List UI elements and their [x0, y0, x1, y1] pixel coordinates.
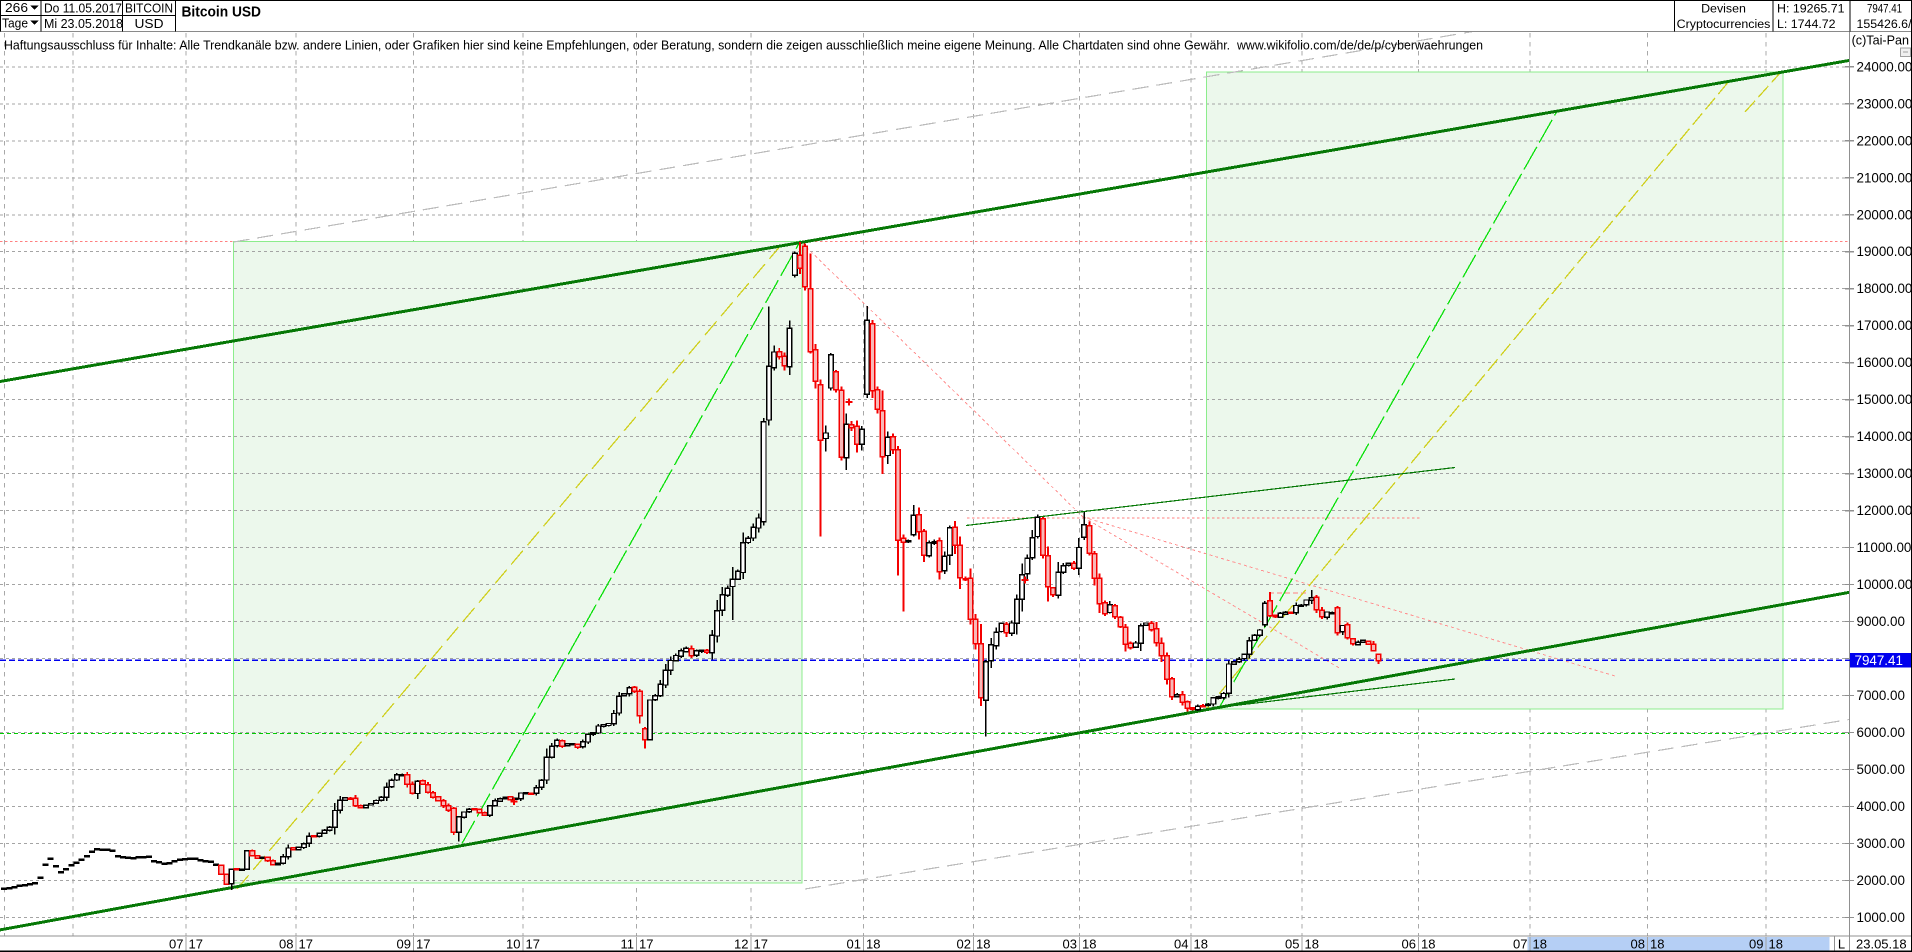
svg-text:L: L [1838, 937, 1845, 952]
svg-text:19000.00: 19000.00 [1857, 244, 1912, 259]
svg-text:7947.41: 7947.41 [1867, 2, 1902, 16]
svg-text:9000.00: 9000.00 [1857, 614, 1905, 629]
svg-text:H: 19265.71: H: 19265.71 [1777, 2, 1845, 16]
svg-text:17: 17 [754, 937, 768, 952]
svg-text:08: 08 [279, 937, 293, 952]
svg-text:USD: USD [135, 17, 164, 31]
svg-text:BITCOIN: BITCOIN [125, 2, 173, 16]
svg-text:18: 18 [976, 937, 990, 952]
svg-text:18: 18 [866, 937, 880, 952]
svg-text:6000.00: 6000.00 [1857, 725, 1905, 740]
svg-text:18000.00: 18000.00 [1857, 281, 1912, 296]
svg-text:13000.00: 13000.00 [1857, 466, 1912, 481]
svg-text:21000.00: 21000.00 [1857, 170, 1912, 185]
svg-text:17: 17 [526, 937, 540, 952]
svg-text:Do 11.05.2017: Do 11.05.2017 [44, 2, 122, 16]
svg-text:09: 09 [397, 937, 411, 952]
svg-text:05: 05 [1285, 937, 1299, 952]
svg-text:Mi 23.05.2018: Mi 23.05.2018 [44, 17, 123, 31]
svg-text:18: 18 [1533, 937, 1547, 952]
svg-text:17: 17 [189, 937, 203, 952]
svg-text:23000.00: 23000.00 [1857, 96, 1912, 111]
svg-text:L: 1744.72: L: 1744.72 [1777, 17, 1836, 31]
svg-text:09: 09 [1749, 937, 1763, 952]
svg-text:08: 08 [1631, 937, 1645, 952]
svg-text:12: 12 [734, 937, 748, 952]
svg-text:Cryptocurrencies: Cryptocurrencies [1677, 17, 1771, 31]
svg-text:23.05.18: 23.05.18 [1856, 937, 1907, 952]
svg-text:Bitcoin USD: Bitcoin USD [182, 4, 262, 21]
svg-text:17: 17 [416, 937, 430, 952]
svg-text:07: 07 [1513, 937, 1527, 952]
svg-text:15000.00: 15000.00 [1857, 392, 1912, 407]
svg-text:5000.00: 5000.00 [1857, 762, 1905, 777]
svg-text:(c)Tai-Pan: (c)Tai-Pan [1852, 34, 1909, 48]
svg-text:24000.00: 24000.00 [1857, 59, 1912, 74]
svg-text:04: 04 [1174, 937, 1188, 952]
svg-text:18: 18 [1769, 937, 1783, 952]
svg-text:155426.6/: 155426.6/ [1857, 17, 1912, 31]
svg-text:2000.00: 2000.00 [1857, 873, 1905, 888]
svg-text:01: 01 [847, 937, 861, 952]
svg-text:22000.00: 22000.00 [1857, 133, 1912, 148]
svg-text:10: 10 [506, 937, 520, 952]
svg-text:07: 07 [169, 937, 183, 952]
svg-text:17: 17 [639, 937, 653, 952]
svg-text:02: 02 [957, 937, 971, 952]
svg-text:11: 11 [621, 937, 635, 952]
svg-text:14000.00: 14000.00 [1857, 429, 1912, 444]
svg-text:18: 18 [1421, 937, 1435, 952]
svg-text:Tage: Tage [2, 16, 28, 31]
svg-text:17: 17 [299, 937, 313, 952]
svg-text:12000.00: 12000.00 [1857, 503, 1912, 518]
svg-text:7947.41: 7947.41 [1855, 653, 1903, 668]
svg-text:1000.00: 1000.00 [1857, 910, 1905, 925]
svg-text:03: 03 [1063, 937, 1077, 952]
svg-text:18: 18 [1082, 937, 1096, 952]
svg-text:3000.00: 3000.00 [1857, 836, 1905, 851]
svg-text:16000.00: 16000.00 [1857, 355, 1912, 370]
svg-text:10000.00: 10000.00 [1857, 577, 1912, 592]
svg-text:18: 18 [1194, 937, 1208, 952]
svg-text:7000.00: 7000.00 [1857, 688, 1905, 703]
svg-text:4000.00: 4000.00 [1857, 799, 1905, 814]
svg-text:18: 18 [1650, 937, 1664, 952]
svg-text:18: 18 [1305, 937, 1319, 952]
svg-text:17000.00: 17000.00 [1857, 318, 1912, 333]
svg-text:06: 06 [1402, 937, 1416, 952]
svg-text:11000.00: 11000.00 [1857, 540, 1912, 555]
svg-text:266: 266 [5, 0, 28, 15]
svg-text:Devisen: Devisen [1701, 2, 1746, 16]
svg-text:20000.00: 20000.00 [1857, 207, 1912, 222]
svg-text:Haftungsausschluss für Inhalte: Haftungsausschluss für Inhalte: Alle Tre… [4, 38, 1483, 53]
